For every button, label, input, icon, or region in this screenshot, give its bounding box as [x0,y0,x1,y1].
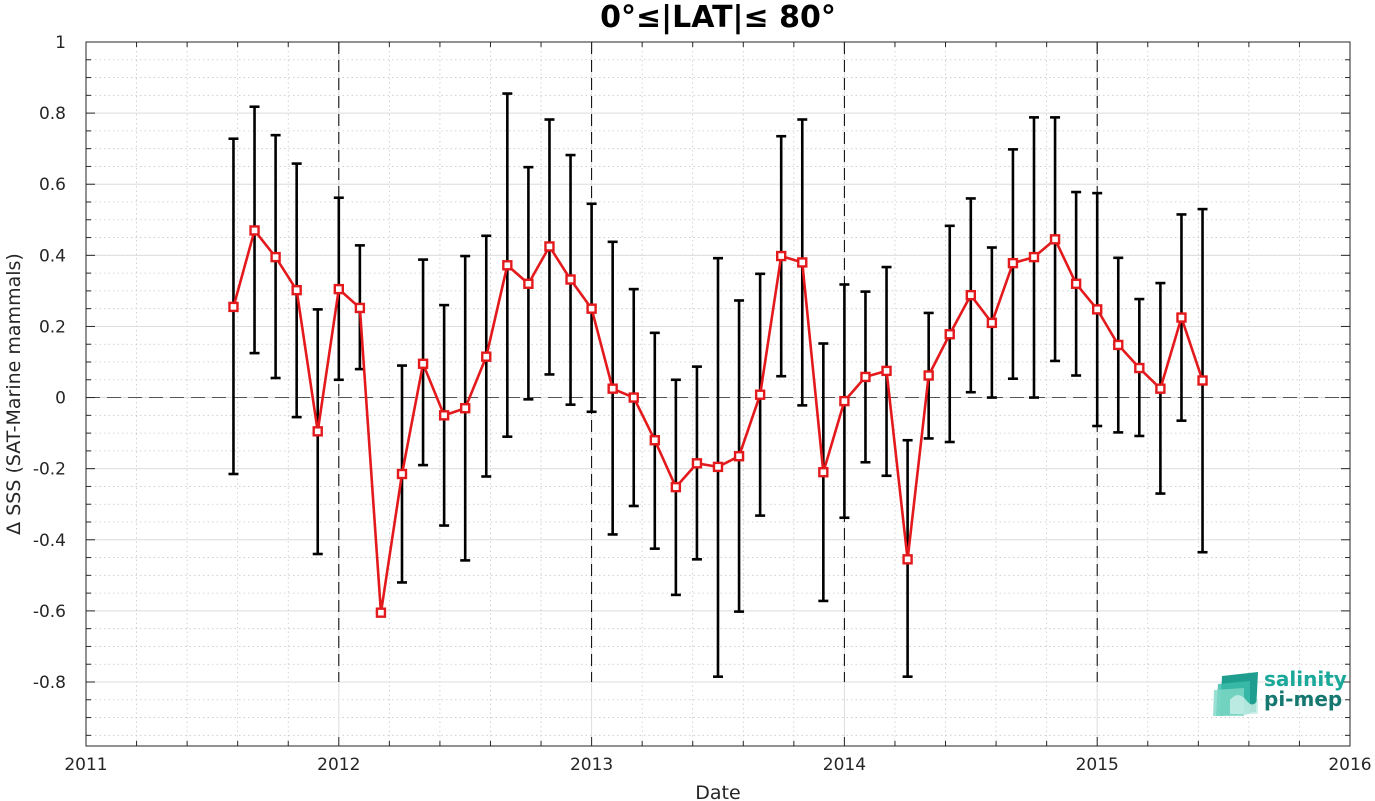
tick-labels: 2011 2012 2013 2014 2015 2016 1 0.8 0.6 0.4 0.2 0 -0… [33,33,1372,775]
data-point [881,365,892,377]
data-point [754,389,766,400]
data-point [733,451,745,462]
data-point [565,274,576,285]
data-point [1176,312,1187,323]
y-tick-label: 0.8 [39,104,66,124]
data-point [1028,251,1040,263]
data-point [1197,375,1208,386]
x-tick-label: 2016 [1328,755,1371,775]
x-tick-label: 2015 [1076,755,1119,775]
data-point [502,260,513,271]
data-point [628,392,639,403]
logo-text-salinity: salinity [1264,667,1347,691]
data-series [228,225,1208,618]
data-point [902,554,913,565]
logo-mark-icon [1213,672,1258,716]
data-point [460,403,471,414]
chart-title: 0°≤|LAT|≤ 80° [600,0,836,35]
y-tick-label: 0.6 [39,175,66,195]
data-point [797,257,808,268]
data-point [291,284,302,296]
data-point [375,607,387,618]
y-tick-label: 0 [55,389,66,409]
data-point [249,225,260,236]
data-point [860,371,871,383]
data-point [354,302,366,314]
y-tick-label: -0.2 [33,460,66,480]
data-point [523,278,534,289]
y-tick-label: -0.8 [33,673,66,693]
data-point [228,301,239,313]
data-point [544,241,555,252]
data-point [670,481,682,493]
data-point [649,435,660,446]
data-point [839,395,850,407]
data-point [986,317,998,329]
data-point [586,303,597,314]
y-tick-label: 1 [55,33,66,53]
data-point [607,383,618,394]
data-point [270,251,281,263]
data-point [1113,339,1124,351]
plot-frame [85,41,1351,747]
x-axis-label: Date [695,782,740,801]
y-tick-label: -0.6 [33,602,66,622]
y-tick-label: 0.4 [39,246,66,266]
data-point [1091,304,1103,315]
data-point [438,410,450,421]
data-point [965,289,976,301]
data-point [1070,278,1082,289]
axis-ticks [85,41,1351,746]
data-point [1007,257,1019,269]
logo-text-pi-mep: pi-mep [1264,687,1342,711]
data-point [818,467,829,478]
data-point [923,370,934,381]
data-point [333,283,344,295]
data-point [1155,383,1166,394]
data-point [481,351,492,362]
y-tick-label: 0.2 [39,317,66,337]
data-point [691,458,703,469]
data-point [712,461,724,473]
y-axis-label: Δ SSS (SAT-Marine mammals) [3,253,25,535]
x-tick-label: 2013 [570,755,613,775]
data-point [396,468,408,480]
x-tick-label: 2012 [317,755,360,775]
x-tick-label: 2011 [64,755,107,775]
salinity-pi-mep-logo: salinity pi-mep [1213,667,1347,716]
y-tick-label: -0.4 [33,531,66,551]
data-point [312,426,323,437]
data-point [417,358,429,369]
data-point [1049,234,1061,245]
error-bars [228,92,1208,678]
data-point [776,250,787,262]
data-point [944,329,955,340]
x-tick-label: 2014 [823,755,866,775]
data-point [1134,362,1145,374]
